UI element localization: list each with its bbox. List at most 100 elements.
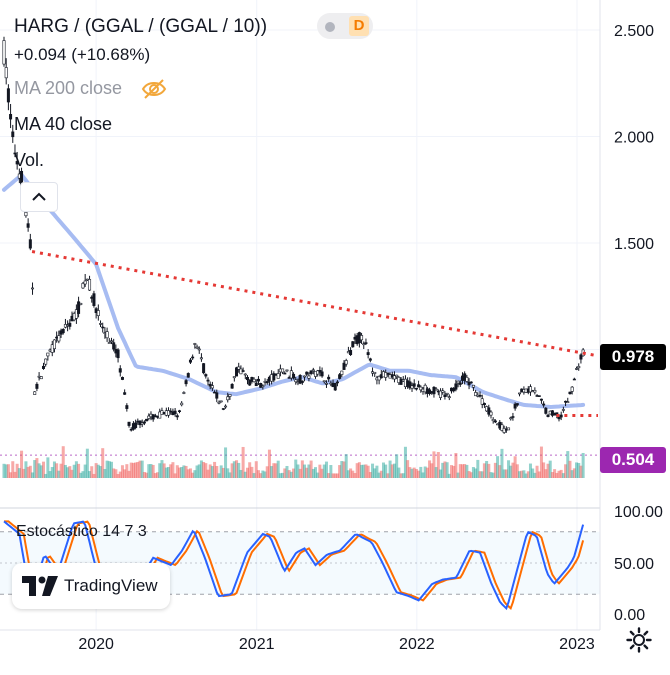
volume-bar — [346, 470, 350, 478]
candle — [4, 67, 8, 79]
volume-label[interactable]: Vol. — [14, 150, 45, 170]
candle — [147, 415, 151, 419]
volume-bars — [2, 446, 585, 478]
candle — [566, 401, 570, 404]
volume-bar — [342, 461, 346, 478]
volume-bar — [535, 465, 539, 478]
volume-bar — [496, 456, 500, 478]
price-tick-label: 1.500 — [614, 236, 654, 253]
candle — [500, 424, 504, 431]
price-change: +0.094 (+10.68%) — [14, 45, 151, 64]
volume-bar — [509, 465, 513, 478]
volume-bar — [79, 472, 83, 478]
candle — [294, 379, 298, 383]
volume-bar — [335, 473, 339, 478]
volume-bar — [542, 462, 546, 478]
candle — [177, 410, 181, 412]
volume-bar — [436, 452, 440, 478]
candle — [528, 386, 532, 393]
candle — [204, 374, 208, 377]
candle — [327, 376, 331, 380]
candle — [546, 414, 550, 417]
candle — [285, 369, 289, 372]
volume-bar — [9, 472, 13, 478]
ma200-label[interactable]: MA 200 close — [14, 78, 123, 98]
volume-bar — [566, 451, 570, 478]
collapse-legend-button[interactable] — [20, 182, 58, 212]
volume-bar — [263, 471, 267, 478]
volume-bar — [318, 464, 322, 478]
volume-bar — [287, 470, 291, 478]
volume-bar — [502, 469, 506, 478]
candle — [309, 370, 313, 374]
volume-bar — [513, 456, 517, 478]
volume-bar — [232, 461, 236, 478]
volume-bar — [353, 473, 357, 478]
volume-bar — [360, 464, 364, 478]
volume-bar — [285, 465, 289, 478]
candle — [311, 369, 315, 372]
volume-bar — [125, 464, 129, 478]
candle — [579, 354, 583, 360]
volume-bar — [252, 473, 256, 478]
candle — [199, 357, 203, 360]
candle — [259, 382, 263, 388]
candle — [537, 395, 541, 397]
time-tick-label: 2021 — [239, 636, 275, 653]
volume-bar — [219, 465, 223, 478]
volume-bar — [384, 464, 388, 478]
volume-bar — [421, 472, 425, 478]
candle — [511, 416, 515, 418]
volume-bar — [186, 469, 190, 478]
candle — [417, 384, 421, 388]
gear-icon[interactable] — [626, 627, 652, 653]
volume-bar — [419, 466, 423, 478]
volume-bar — [85, 448, 89, 478]
volume-bar — [572, 468, 576, 478]
eye-crossed-icon[interactable] — [140, 77, 168, 101]
candle — [474, 392, 478, 397]
candle — [2, 40, 6, 65]
interval-badge[interactable]: D — [317, 13, 373, 39]
volume-bar — [408, 467, 412, 478]
candle — [116, 349, 120, 359]
volume-bar — [164, 467, 168, 478]
symbol-title[interactable]: HARG / (GGAL / (GGAL / 10)) — [14, 16, 268, 37]
volume-bar — [520, 470, 524, 478]
volume-bar — [94, 463, 98, 478]
volume-bar — [24, 461, 28, 478]
candle — [252, 378, 256, 383]
volume-bar — [221, 467, 225, 478]
volume-bar — [406, 460, 410, 478]
candle — [24, 211, 28, 217]
candle — [362, 343, 366, 346]
volume-bar — [55, 463, 59, 478]
candle — [105, 331, 109, 339]
candle — [456, 380, 460, 384]
volume-bar — [344, 454, 348, 478]
volume-bar — [305, 467, 309, 478]
candle — [120, 377, 124, 380]
volume-bar — [465, 464, 469, 478]
candle — [303, 375, 307, 378]
candle — [228, 394, 232, 397]
volume-bar — [338, 465, 342, 478]
stochastic-label[interactable]: Estocástico 14 7 3 — [16, 523, 147, 540]
ma40-label[interactable]: MA 40 close — [14, 114, 113, 134]
volume-bar — [68, 466, 72, 478]
candle — [491, 419, 495, 422]
candle — [515, 403, 519, 406]
candle — [559, 414, 563, 418]
tradingview-logo[interactable]: TradingView — [12, 563, 170, 609]
volume-bar — [112, 468, 116, 478]
candle — [123, 392, 127, 395]
candle — [215, 392, 219, 399]
volume-bar — [397, 467, 401, 478]
volume-bar — [169, 464, 173, 478]
volume-bar — [123, 469, 127, 478]
volume-bar — [224, 447, 228, 478]
candle — [193, 343, 197, 345]
volume-bar — [311, 468, 315, 478]
candle — [208, 383, 212, 387]
volume-bar — [333, 473, 337, 478]
